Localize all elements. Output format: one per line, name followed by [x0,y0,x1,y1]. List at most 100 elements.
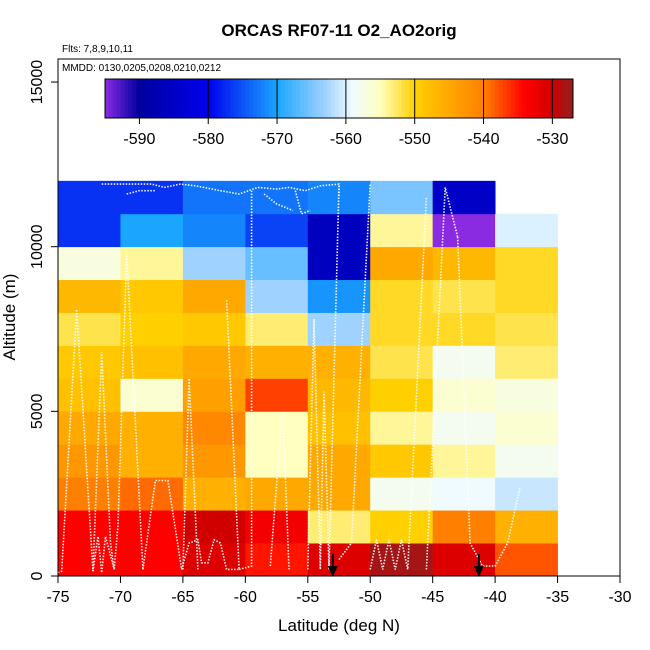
colorbar-swatch [292,79,297,118]
flight-track [101,183,340,198]
heatmap-cell [370,180,434,215]
y-axis-label: Altitude (m) [0,274,19,361]
colorbar-swatch [456,79,461,118]
heatmap-cell [432,411,496,445]
flight-track [57,253,144,574]
heatmap-cell [370,411,434,445]
colorbar-swatch [120,79,125,118]
colorbar-tick-label: -570 [261,131,293,148]
colorbar-swatch [358,79,363,118]
heatmap-cell [58,279,121,313]
colorbar-swatch [346,79,352,118]
colorbar-swatch [167,79,172,118]
heatmap-cell [307,213,371,248]
heatmap-cell [432,510,496,544]
colorbar-swatch [510,79,515,118]
colorbar-swatch [276,79,281,118]
heatmap-cell [245,180,309,215]
colorbar-swatch [140,79,145,118]
colorbar-swatch [479,79,484,118]
heatmap-cell [58,345,121,379]
colorbar-swatch [319,79,324,118]
heatmap-cell [58,180,121,215]
heatmap-cell [58,246,121,281]
colorbar-swatch [459,79,465,118]
colorbar-swatch [370,79,375,118]
heatmap-cell [432,378,496,412]
heatmap-cell [182,477,246,511]
colorbar-swatch [151,79,157,118]
colorbar-swatch [214,79,219,118]
colorbar-swatch [132,79,137,118]
colorbar-swatch [537,79,543,118]
heatmap-cell [245,543,309,577]
colorbar-swatch [342,79,348,118]
colorbar-swatch [155,79,161,118]
arrow-markers [327,554,484,577]
colorbar-swatch [389,79,395,118]
flight-track [425,187,459,570]
colorbar-swatch [175,79,180,118]
x-tick-label: -60 [234,589,257,606]
flight-tracks [57,183,521,574]
colorbar-swatch [179,79,184,118]
colorbar-swatch [549,79,554,118]
heatmap-cell [307,312,371,346]
flight-track [238,190,253,571]
colorbar-swatch [186,79,192,118]
heatmap-cell [182,180,246,215]
colorbar-swatch [144,79,149,118]
heatmap-cell [245,378,309,412]
colorbar-tick-label: -590 [123,131,155,148]
colorbar-swatch [128,79,133,118]
plot-frame [57,58,621,577]
colorbar-swatch [522,79,527,118]
heatmap-cell [370,345,434,379]
heatmap-cell [495,213,558,248]
heatmap-cell [307,510,371,544]
colorbar-swatch [530,79,535,118]
heatmap-cell [120,477,184,511]
y-axis: 0 5000 10000 15000 [29,60,58,580]
colorbar-swatch [303,79,309,118]
heatmap-cell [307,444,371,478]
heatmap-cell [495,246,558,281]
colorbar-swatch [268,79,274,118]
colorbar-swatch [350,79,356,118]
flight-track [142,299,240,571]
colorbar-swatch [257,79,262,118]
heatmap-cell [495,510,558,544]
heatmap-cell [432,444,496,478]
arrow-head [473,566,484,577]
heatmap-cells [58,180,558,577]
colorbar-swatch [440,79,445,118]
colorbar-swatch [557,79,562,118]
heatmap-cell [182,411,246,445]
colorbar-swatch [452,79,457,118]
heatmap-cell [370,246,434,281]
colorbar-swatch [366,79,371,118]
heatmap-cell [495,543,558,577]
heatmap-cell [432,279,496,313]
heatmap-cell [370,279,434,313]
heatmap-cell [245,510,309,544]
colorbar-swatch [300,79,305,118]
heatmap-cell [245,444,309,478]
colorbar-swatch [409,79,414,118]
colorbar-swatch [506,79,512,118]
colorbar-swatch [498,79,504,118]
arrow-head [327,566,338,577]
heatmap-cell [182,543,246,577]
colorbar-swatch [105,79,110,118]
colorbar-swatch [183,79,188,118]
heatmap-cell [245,279,309,313]
heatmap-cell [245,345,309,379]
heatmap-cell [432,180,496,215]
colorbar-swatch [327,79,332,118]
heatmap-cell [370,312,434,346]
heatmap-cell [245,246,309,281]
heatmap-cell [495,312,558,346]
colorbar-swatch [405,79,410,118]
dates-annotation: MMDD: 0130,0205,0208,0210,0212 [62,63,221,74]
